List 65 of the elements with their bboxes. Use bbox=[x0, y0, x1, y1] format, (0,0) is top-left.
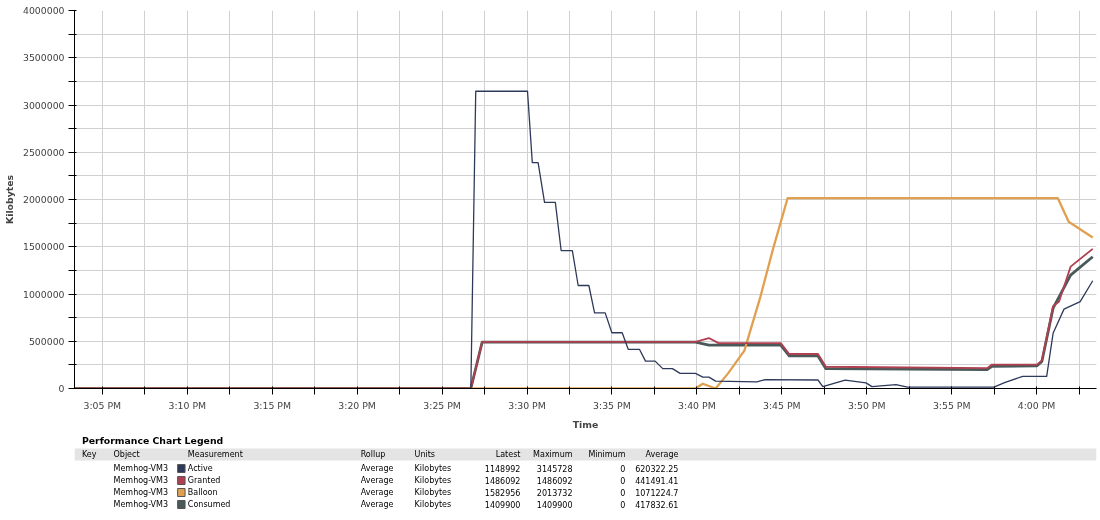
x-tick-label: 3:20 PM bbox=[338, 399, 376, 411]
text: Memhog-VM3 bbox=[113, 488, 169, 497]
y-tick-label: 0 bbox=[58, 383, 65, 394]
y-tick-label: 1000000 bbox=[22, 288, 65, 300]
y-tick-label: 4000000 bbox=[22, 5, 65, 16]
text: Average bbox=[360, 488, 394, 497]
text: 1409900 bbox=[484, 501, 521, 510]
y-axis-title: Kilobytes bbox=[3, 174, 15, 225]
text: Rollup bbox=[360, 450, 386, 459]
text: Latest bbox=[495, 450, 521, 459]
x-tick-label: 3:35 PM bbox=[593, 399, 631, 411]
text: 1486092 bbox=[536, 477, 573, 486]
y-tick-label: 2000000 bbox=[22, 194, 65, 205]
text: 0 bbox=[620, 465, 626, 474]
x-tick-label: 3:30 PM bbox=[508, 399, 546, 411]
x-tick-label: 4:00 PM bbox=[1017, 399, 1056, 411]
text: Key bbox=[81, 450, 97, 459]
x-tick-label: 3:45 PM bbox=[762, 399, 801, 411]
legend-label: Balloon bbox=[187, 488, 218, 497]
x-tick-label: 3:40 PM bbox=[678, 399, 716, 411]
text: 0 bbox=[620, 477, 626, 486]
text: Memhog-VM3 bbox=[113, 500, 169, 509]
text: 1486092 bbox=[484, 477, 521, 486]
text: Memhog-VM3 bbox=[113, 476, 169, 485]
text: Kilobytes bbox=[414, 476, 452, 485]
text: 1582956 bbox=[484, 489, 521, 498]
legend-label: Granted bbox=[187, 476, 221, 485]
y-tick-label: 500000 bbox=[28, 335, 65, 347]
text: Kilobytes bbox=[414, 464, 452, 473]
y-tick-label: 3500000 bbox=[22, 52, 65, 64]
x-tick-label: 3:15 PM bbox=[253, 399, 292, 411]
text: 620322.25 bbox=[635, 465, 679, 474]
text: Kilobytes bbox=[414, 488, 452, 497]
text: Average bbox=[645, 450, 679, 459]
text: 417832.61 bbox=[635, 501, 679, 510]
text: Measurement bbox=[187, 450, 243, 459]
y-tick-label: 2500000 bbox=[22, 146, 65, 158]
text: 3145728 bbox=[536, 465, 573, 474]
text: Memhog-VM3 bbox=[113, 464, 169, 473]
legend-label: Consumed bbox=[187, 500, 231, 509]
text: Object bbox=[113, 450, 140, 459]
legend-label: Active bbox=[187, 464, 213, 473]
text: 1409900 bbox=[536, 501, 573, 510]
text: 0 bbox=[620, 501, 626, 510]
text: Average bbox=[360, 464, 394, 473]
x-tick-label: 3:10 PM bbox=[168, 399, 207, 411]
text: Minimum bbox=[588, 450, 626, 459]
x-axis-title: Time bbox=[572, 418, 599, 430]
x-tick-label: 3:25 PM bbox=[423, 399, 461, 411]
x-tick-label: 3:50 PM bbox=[847, 399, 886, 411]
x-tick-label: 3:05 PM bbox=[83, 399, 122, 411]
x-tick-label: 3:55 PM bbox=[932, 399, 971, 411]
text: Average bbox=[360, 500, 394, 509]
y-tick-label: 3000000 bbox=[22, 99, 65, 111]
text: 1148992 bbox=[484, 465, 521, 474]
text: Units bbox=[414, 450, 435, 459]
text: 0 bbox=[620, 489, 626, 498]
y-tick-label: 1500000 bbox=[22, 241, 65, 253]
text: Performance Chart Legend bbox=[81, 435, 224, 446]
text: Kilobytes bbox=[414, 500, 452, 509]
text: 1071224.7 bbox=[635, 489, 679, 498]
text: Maximum bbox=[533, 450, 573, 459]
text: Average bbox=[360, 476, 394, 485]
text: 2013732 bbox=[536, 489, 573, 498]
text: 441491.41 bbox=[635, 477, 679, 486]
